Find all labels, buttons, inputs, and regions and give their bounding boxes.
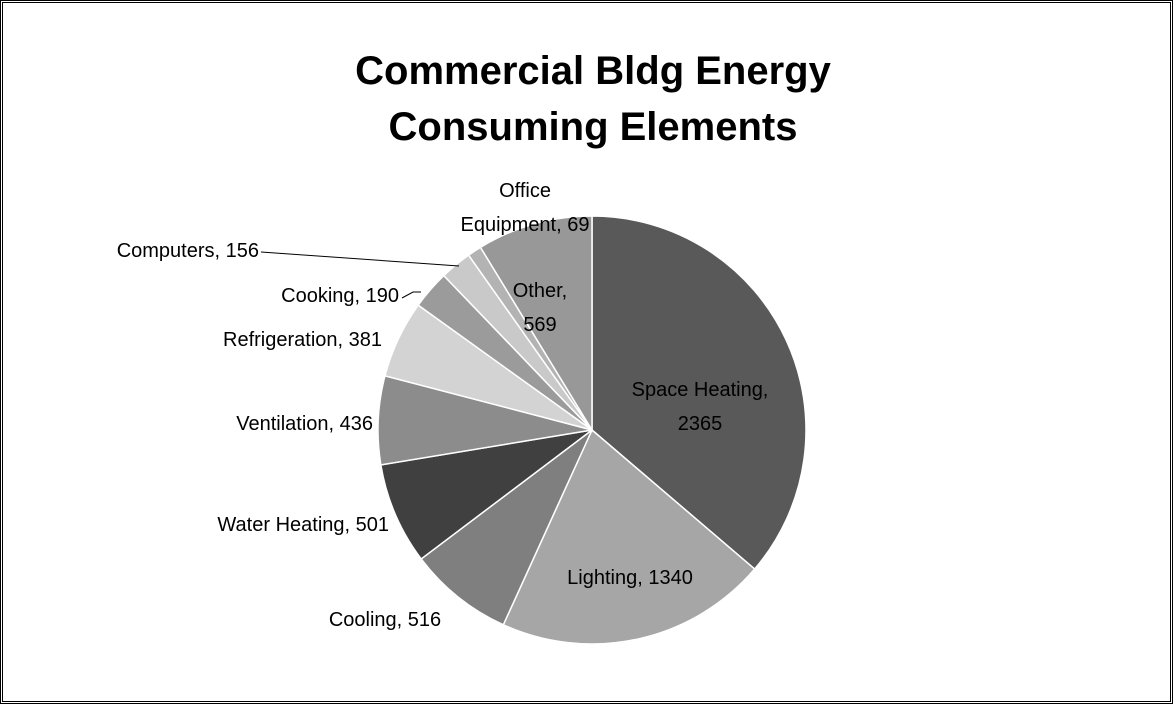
data-label: Office Equipment, 69 <box>460 180 590 236</box>
data-label: Cooling, 516 <box>328 609 442 631</box>
pie-slice <box>591 215 807 571</box>
pie-slice <box>479 215 593 433</box>
pie-slice <box>380 429 593 560</box>
data-label: Ventilation, 436 <box>236 413 373 435</box>
data-label: Lighting, 1340 <box>567 567 693 589</box>
data-label: Space Heating, 2365 <box>631 379 769 435</box>
pie-slice <box>420 429 593 626</box>
leader-line <box>401 291 421 299</box>
pie-slice <box>502 428 756 645</box>
data-label: Refrigeration, 381 <box>223 329 382 351</box>
data-label: Other, 569 <box>512 280 568 336</box>
data-label: Water Heating, 501 <box>217 514 389 536</box>
chart-title: Commercial Bldg Energy Consuming Element… <box>355 49 831 149</box>
data-label: Cooking, 190 <box>281 285 399 307</box>
leader-line <box>260 251 460 267</box>
data-label: Computers, 156 <box>116 240 259 262</box>
pie-area <box>260 215 807 645</box>
